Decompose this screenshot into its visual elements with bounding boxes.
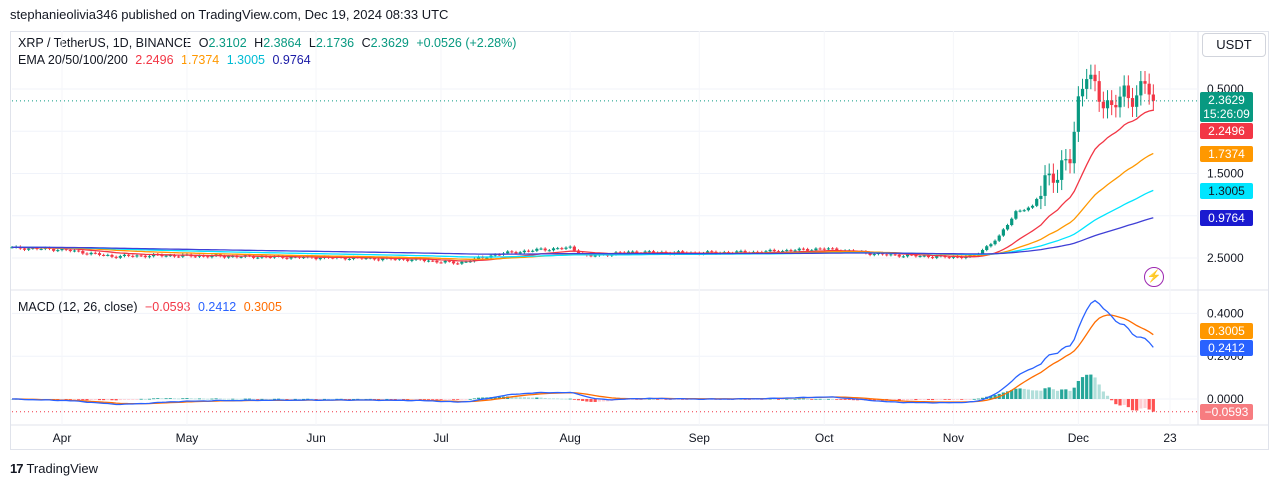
close-value: 2.3629 [370,36,409,50]
publish-note: stephanieolivia346 published on TradingV… [10,7,449,22]
ema20-badge: 2.2496 [1200,123,1253,139]
change-value: +0.0526 (+2.28%) [416,36,517,50]
ema50-value: 1.7374 [181,53,220,67]
ema200-badge: 0.9764 [1200,210,1253,226]
close-label: C [361,36,371,50]
macd-hist-value: −0.0593 [144,300,191,314]
open-value: 2.3102 [208,36,247,50]
chart-frame [10,31,1269,450]
macd-label[interactable]: MACD (12, 26, close) [18,300,138,314]
currency-button[interactable]: USDT [1202,33,1266,57]
high-label: H [254,36,264,50]
tradingview-mark-icon: 17 [10,461,24,476]
ema100-badge: 1.3005 [1200,183,1253,199]
high-value: 2.3864 [263,36,302,50]
bar-countdown: 15:26:09 [1203,107,1250,121]
open-label: O [198,36,209,50]
low-label: L [308,36,316,50]
ema200-value: 0.9764 [272,53,311,67]
last-price-badge: 2.3629 15:26:09 [1200,92,1253,122]
tradingview-logo: 17 TradingView [10,461,98,476]
low-value: 2.1736 [315,36,355,50]
macd-signal-value: 0.3005 [243,300,282,314]
ema-label[interactable]: EMA 20/50/100/200 [18,53,128,67]
macd-hist-badge: −0.0593 [1200,404,1253,420]
macd-signal-badge: 0.3005 [1200,323,1253,339]
ema20-value: 2.2496 [135,53,174,67]
ema50-badge: 1.7374 [1200,146,1253,162]
lightning-icon[interactable]: ⚡ [1144,267,1164,287]
macd-legend: MACD (12, 26, close) −0.0593 0.2412 0.30… [18,300,286,314]
last-price: 2.3629 [1208,93,1245,107]
macd-line-badge: 0.2412 [1200,340,1253,356]
symbol-label[interactable]: XRP / TetherUS, 1D, BINANCE [18,36,192,50]
ema100-value: 1.3005 [226,53,265,67]
symbol-legend: XRP / TetherUS, 1D, BINANCE O2.3102 H2.3… [18,36,520,50]
macd-line-value: 0.2412 [198,300,237,314]
brand-name: TradingView [26,461,99,476]
ema-legend: EMA 20/50/100/200 2.2496 1.7374 1.3005 0… [18,53,315,67]
